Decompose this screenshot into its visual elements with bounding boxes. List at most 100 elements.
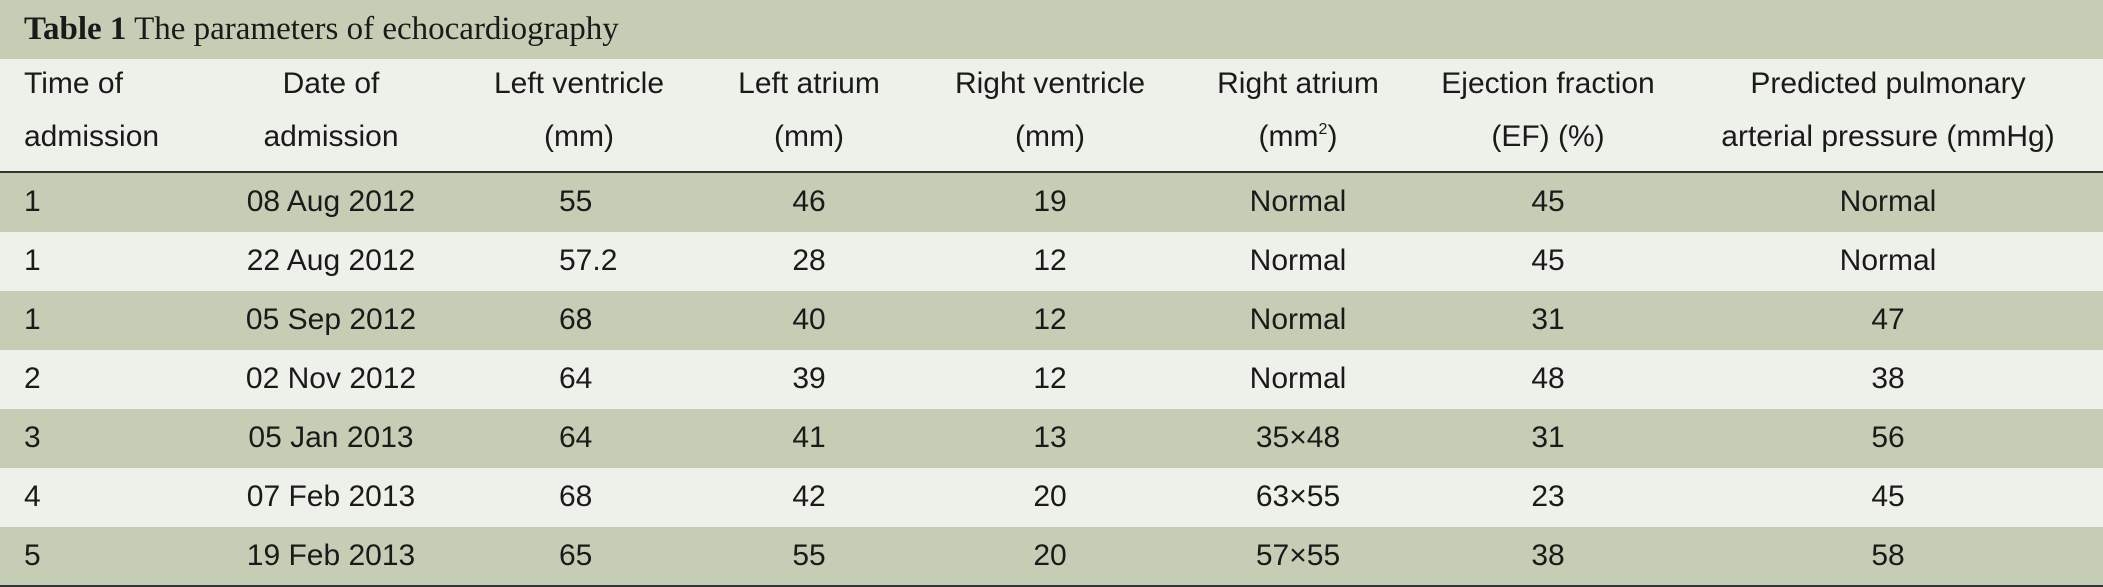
bottom-rule [0, 585, 2103, 587]
table-cell: 39 [792, 362, 826, 395]
table-cell: 45 [1531, 244, 1565, 277]
table-cell: 12 [1033, 362, 1067, 395]
header-text: Ejection fraction [1441, 67, 1655, 100]
title-text: The parameters of echocardiography [134, 11, 619, 47]
table-cell: 20 [1033, 539, 1067, 572]
header-cell: Left atrium [738, 67, 880, 101]
table-cell: Normal [1249, 185, 1347, 218]
table-cell: 31 [1531, 421, 1565, 454]
row-band [0, 527, 2103, 586]
table-cell: Normal [1249, 362, 1347, 395]
table-cell: 65 [559, 539, 593, 572]
table-cell: 57.2 [559, 244, 618, 277]
table-cell: 46 [792, 185, 826, 218]
table-cell: 45 [1871, 480, 1905, 513]
table-cell: 40 [792, 303, 826, 336]
table-cell: 05 Sep 2012 [245, 303, 417, 336]
table-cell: 64 [559, 362, 593, 395]
table-title: Table 1 The parameters of echocardiograp… [0, 0, 2103, 59]
table-cell: 63×55 [1255, 480, 1341, 513]
header-cell: (mm) [544, 120, 614, 154]
table-cell: Normal [1249, 244, 1347, 277]
header-text: Right atrium [1217, 67, 1379, 100]
header-text: (EF) (%) [1491, 120, 1605, 153]
header-text: arterial pressure (mmHg) [1721, 120, 2055, 153]
table-cell: 4 [24, 480, 41, 513]
table-cell: 41 [792, 421, 826, 454]
header-cell: Right ventricle [955, 67, 1145, 101]
table-cell: 2 [24, 362, 41, 395]
row-band [0, 350, 2103, 409]
header-cell: Right atrium [1217, 67, 1379, 101]
header-cell: Left ventricle [494, 67, 664, 101]
header-cell: Ejection fraction [1441, 67, 1654, 101]
header-cell: (mm) [774, 120, 844, 154]
header-cell: (mm2) [1259, 120, 1338, 154]
header-text: Left atrium [738, 67, 880, 100]
table-cell: 55 [792, 539, 826, 572]
row-band [0, 409, 2103, 468]
table-cell: 5 [24, 539, 41, 572]
header-cell: (mm) [1015, 120, 1085, 154]
table-cell: 38 [1531, 539, 1565, 572]
header-text: (mm) [1015, 120, 1085, 153]
table-cell: 02 Nov 2012 [245, 362, 417, 395]
table-cell: 68 [559, 480, 593, 513]
table-cell: 55 [559, 185, 593, 218]
table-cell: Normal [1839, 185, 1937, 218]
row-band [0, 232, 2103, 291]
header-superscript: 2 [1318, 121, 1328, 138]
table-cell: 45 [1531, 185, 1565, 218]
table-cell: 07 Feb 2013 [246, 480, 416, 513]
table-cell: 08 Aug 2012 [246, 185, 416, 218]
header-cell: (EF) (%) [1491, 120, 1604, 154]
table-cell: 05 Jan 2013 [248, 421, 414, 454]
header-cell: Predicted pulmonary [1750, 67, 2025, 101]
header-text: (mm) [544, 120, 614, 153]
header-text: admission [263, 120, 399, 153]
header-cell: admission [24, 120, 159, 154]
row-band [0, 468, 2103, 527]
table-cell: 57×55 [1255, 539, 1341, 572]
header-text: Time of [24, 67, 123, 100]
table-cell: 38 [1871, 362, 1905, 395]
table-cell: 12 [1033, 303, 1067, 336]
header-text: ) [1327, 120, 1338, 153]
header-cell: Time of [24, 67, 123, 101]
table-cell: 1 [24, 185, 41, 218]
table-cell: 19 [1033, 185, 1067, 218]
header-cell: Date of [283, 67, 380, 101]
table-cell: Normal [1249, 303, 1347, 336]
header-text: (mm) [774, 120, 844, 153]
table-cell: 58 [1871, 539, 1905, 572]
table-cell: 20 [1033, 480, 1067, 513]
table-cell: 48 [1531, 362, 1565, 395]
header-text: Left ventricle [493, 67, 665, 100]
table-cell: 1 [24, 303, 41, 336]
row-band [0, 173, 2103, 232]
table-cell: 42 [792, 480, 826, 513]
table-cell: 13 [1033, 421, 1067, 454]
table-cell: 12 [1033, 244, 1067, 277]
row-band [0, 291, 2103, 350]
header-text: Right ventricle [954, 67, 1146, 100]
table-cell: 23 [1531, 480, 1565, 513]
table-cell: 3 [24, 421, 41, 454]
header-cell: admission [263, 120, 398, 154]
header-text: (mm [1258, 120, 1319, 153]
table-cell: 47 [1871, 303, 1905, 336]
table-cell: 1 [24, 244, 41, 277]
table-cell: 64 [559, 421, 593, 454]
header-rule [0, 171, 2103, 173]
table-cell: 56 [1871, 421, 1905, 454]
table-cell: 68 [559, 303, 593, 336]
title-label: Table 1 [24, 11, 127, 47]
table-cell: 19 Feb 2013 [246, 539, 416, 572]
table-cell: 22 Aug 2012 [246, 244, 416, 277]
table-cell: 31 [1531, 303, 1565, 336]
header-text: Predicted pulmonary [1750, 67, 2026, 100]
header-text: admission [24, 120, 160, 153]
header-cell: arterial pressure (mmHg) [1721, 120, 2054, 154]
table-cell: 28 [792, 244, 826, 277]
